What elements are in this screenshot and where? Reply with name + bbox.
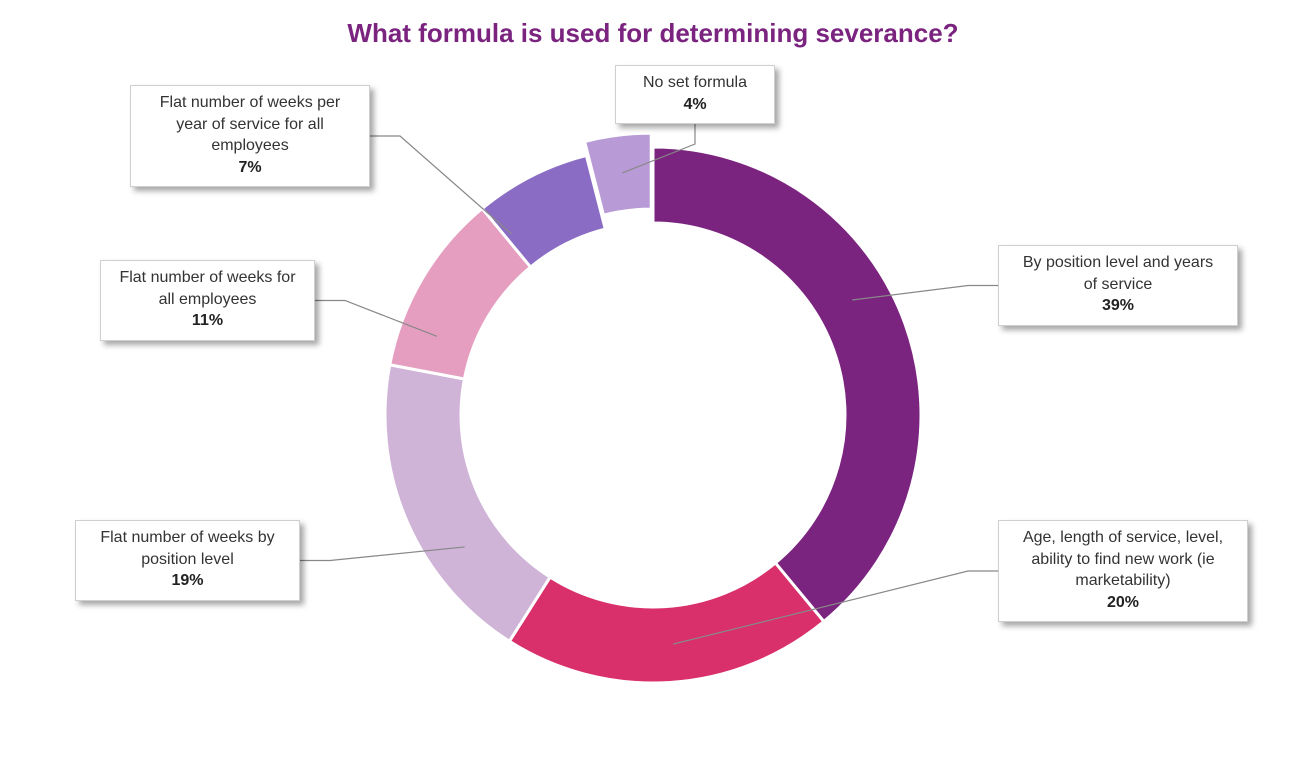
callout-label-line: all employees — [113, 289, 302, 311]
callout-percent: 19% — [88, 570, 287, 592]
callout-label-line: employees — [143, 135, 357, 157]
callout-label-line: marketability) — [1011, 570, 1235, 592]
chart-callout: By position level and yearsof service39% — [998, 245, 1238, 326]
chart-callout: Age, length of service, level,ability to… — [998, 520, 1248, 622]
chart-title: What formula is used for determining sev… — [0, 18, 1306, 49]
callout-percent: 11% — [113, 310, 302, 332]
callout-percent: 39% — [1011, 295, 1225, 317]
callout-percent: 20% — [1011, 592, 1235, 614]
donut-slice — [385, 365, 550, 641]
callout-label-line: ability to find new work (ie — [1011, 549, 1235, 571]
callout-label-line: No set formula — [628, 72, 762, 94]
chart-callout: No set formula4% — [615, 65, 775, 124]
callout-percent: 7% — [143, 157, 357, 179]
donut-chart — [0, 100, 1306, 760]
chart-callout: Flat number of weeks peryear of service … — [130, 85, 370, 187]
callout-label-line: of service — [1011, 274, 1225, 296]
callout-percent: 4% — [628, 94, 762, 116]
donut-slice — [509, 563, 823, 683]
chart-callout: Flat number of weeks byposition level19% — [75, 520, 300, 601]
callout-label-line: Age, length of service, level, — [1011, 527, 1235, 549]
callout-label-line: Flat number of weeks per — [143, 92, 357, 114]
callout-label-line: year of service for all — [143, 114, 357, 136]
callout-label-line: By position level and years — [1011, 252, 1225, 274]
callout-label-line: Flat number of weeks for — [113, 267, 302, 289]
chart-callout: Flat number of weeks forall employees11% — [100, 260, 315, 341]
callout-label-line: Flat number of weeks by — [88, 527, 287, 549]
callout-label-line: position level — [88, 549, 287, 571]
donut-slice — [653, 147, 921, 621]
chart-area — [0, 100, 1306, 761]
